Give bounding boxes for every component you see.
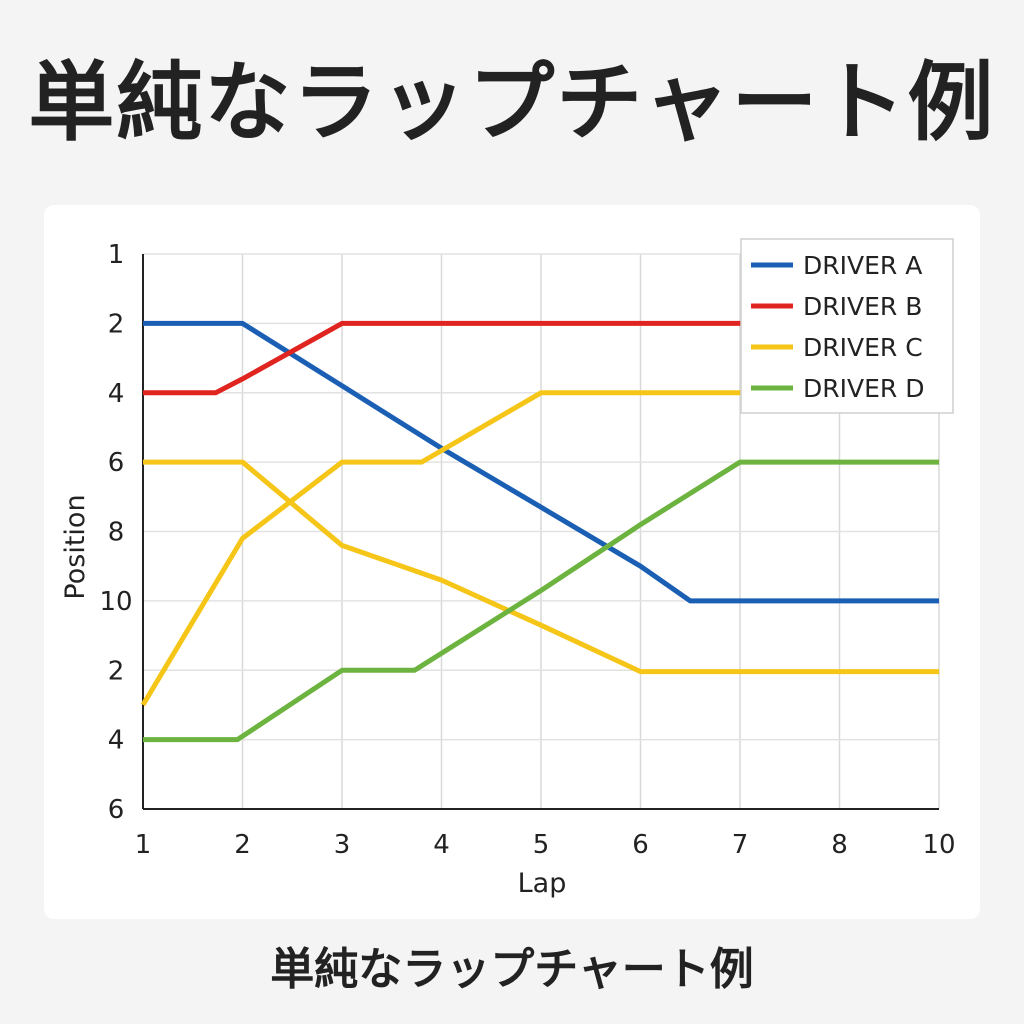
y-axis-title: Position [60,494,91,599]
chart-legend: DRIVER A DRIVER B DRIVER C DRIVER D [740,238,954,414]
x-tick-label: 5 [533,830,550,860]
series-line-driver-a [143,320,939,604]
x-tick-label: 4 [433,830,450,860]
legend-label-driver-b: DRIVER B [803,292,922,321]
x-tick-label: 6 [632,830,649,860]
page-title: 単純なラップチャート例 [28,53,996,153]
series-line-driver-d [143,459,939,743]
x-tick-label: 10 [922,830,955,860]
x-tick-label: 8 [831,830,848,860]
series-line-driver-c [143,459,939,675]
series-line-driver-b [143,320,820,396]
y-tick-label: 6 [108,448,125,478]
chart-card: 1 2 3 4 5 6 7 8 10 1 2 4 6 8 10 2 4 6 DRIVER A DRIVER B DRI… [44,205,980,919]
page-subtitle: 単純なラップチャート例 [270,944,754,995]
y-tick-label: 8 [108,518,125,548]
y-tick-label: 1 [108,240,125,270]
y-tick-label: 10 [99,587,132,617]
x-tick-label: 2 [234,830,251,860]
y-tick-label: 4 [108,379,125,409]
x-tick-label: 3 [334,830,351,860]
y-tick-label: 6 [108,795,125,825]
legend-label-driver-a: DRIVER A [803,251,922,280]
series-line-driver-c [140,390,820,707]
legend-label-driver-d: DRIVER D [803,374,924,403]
y-tick-label: 4 [108,726,125,756]
legend-box [740,238,954,414]
legend-label-driver-c: DRIVER C [803,333,923,362]
series-lines [140,320,939,743]
x-axis-title: Lap [518,868,567,899]
y-tick-label: 2 [108,309,125,339]
x-tick-label: 7 [732,830,749,860]
x-tick-label: 1 [135,830,152,860]
axes [142,254,939,810]
y-tick-label: 2 [108,656,125,686]
